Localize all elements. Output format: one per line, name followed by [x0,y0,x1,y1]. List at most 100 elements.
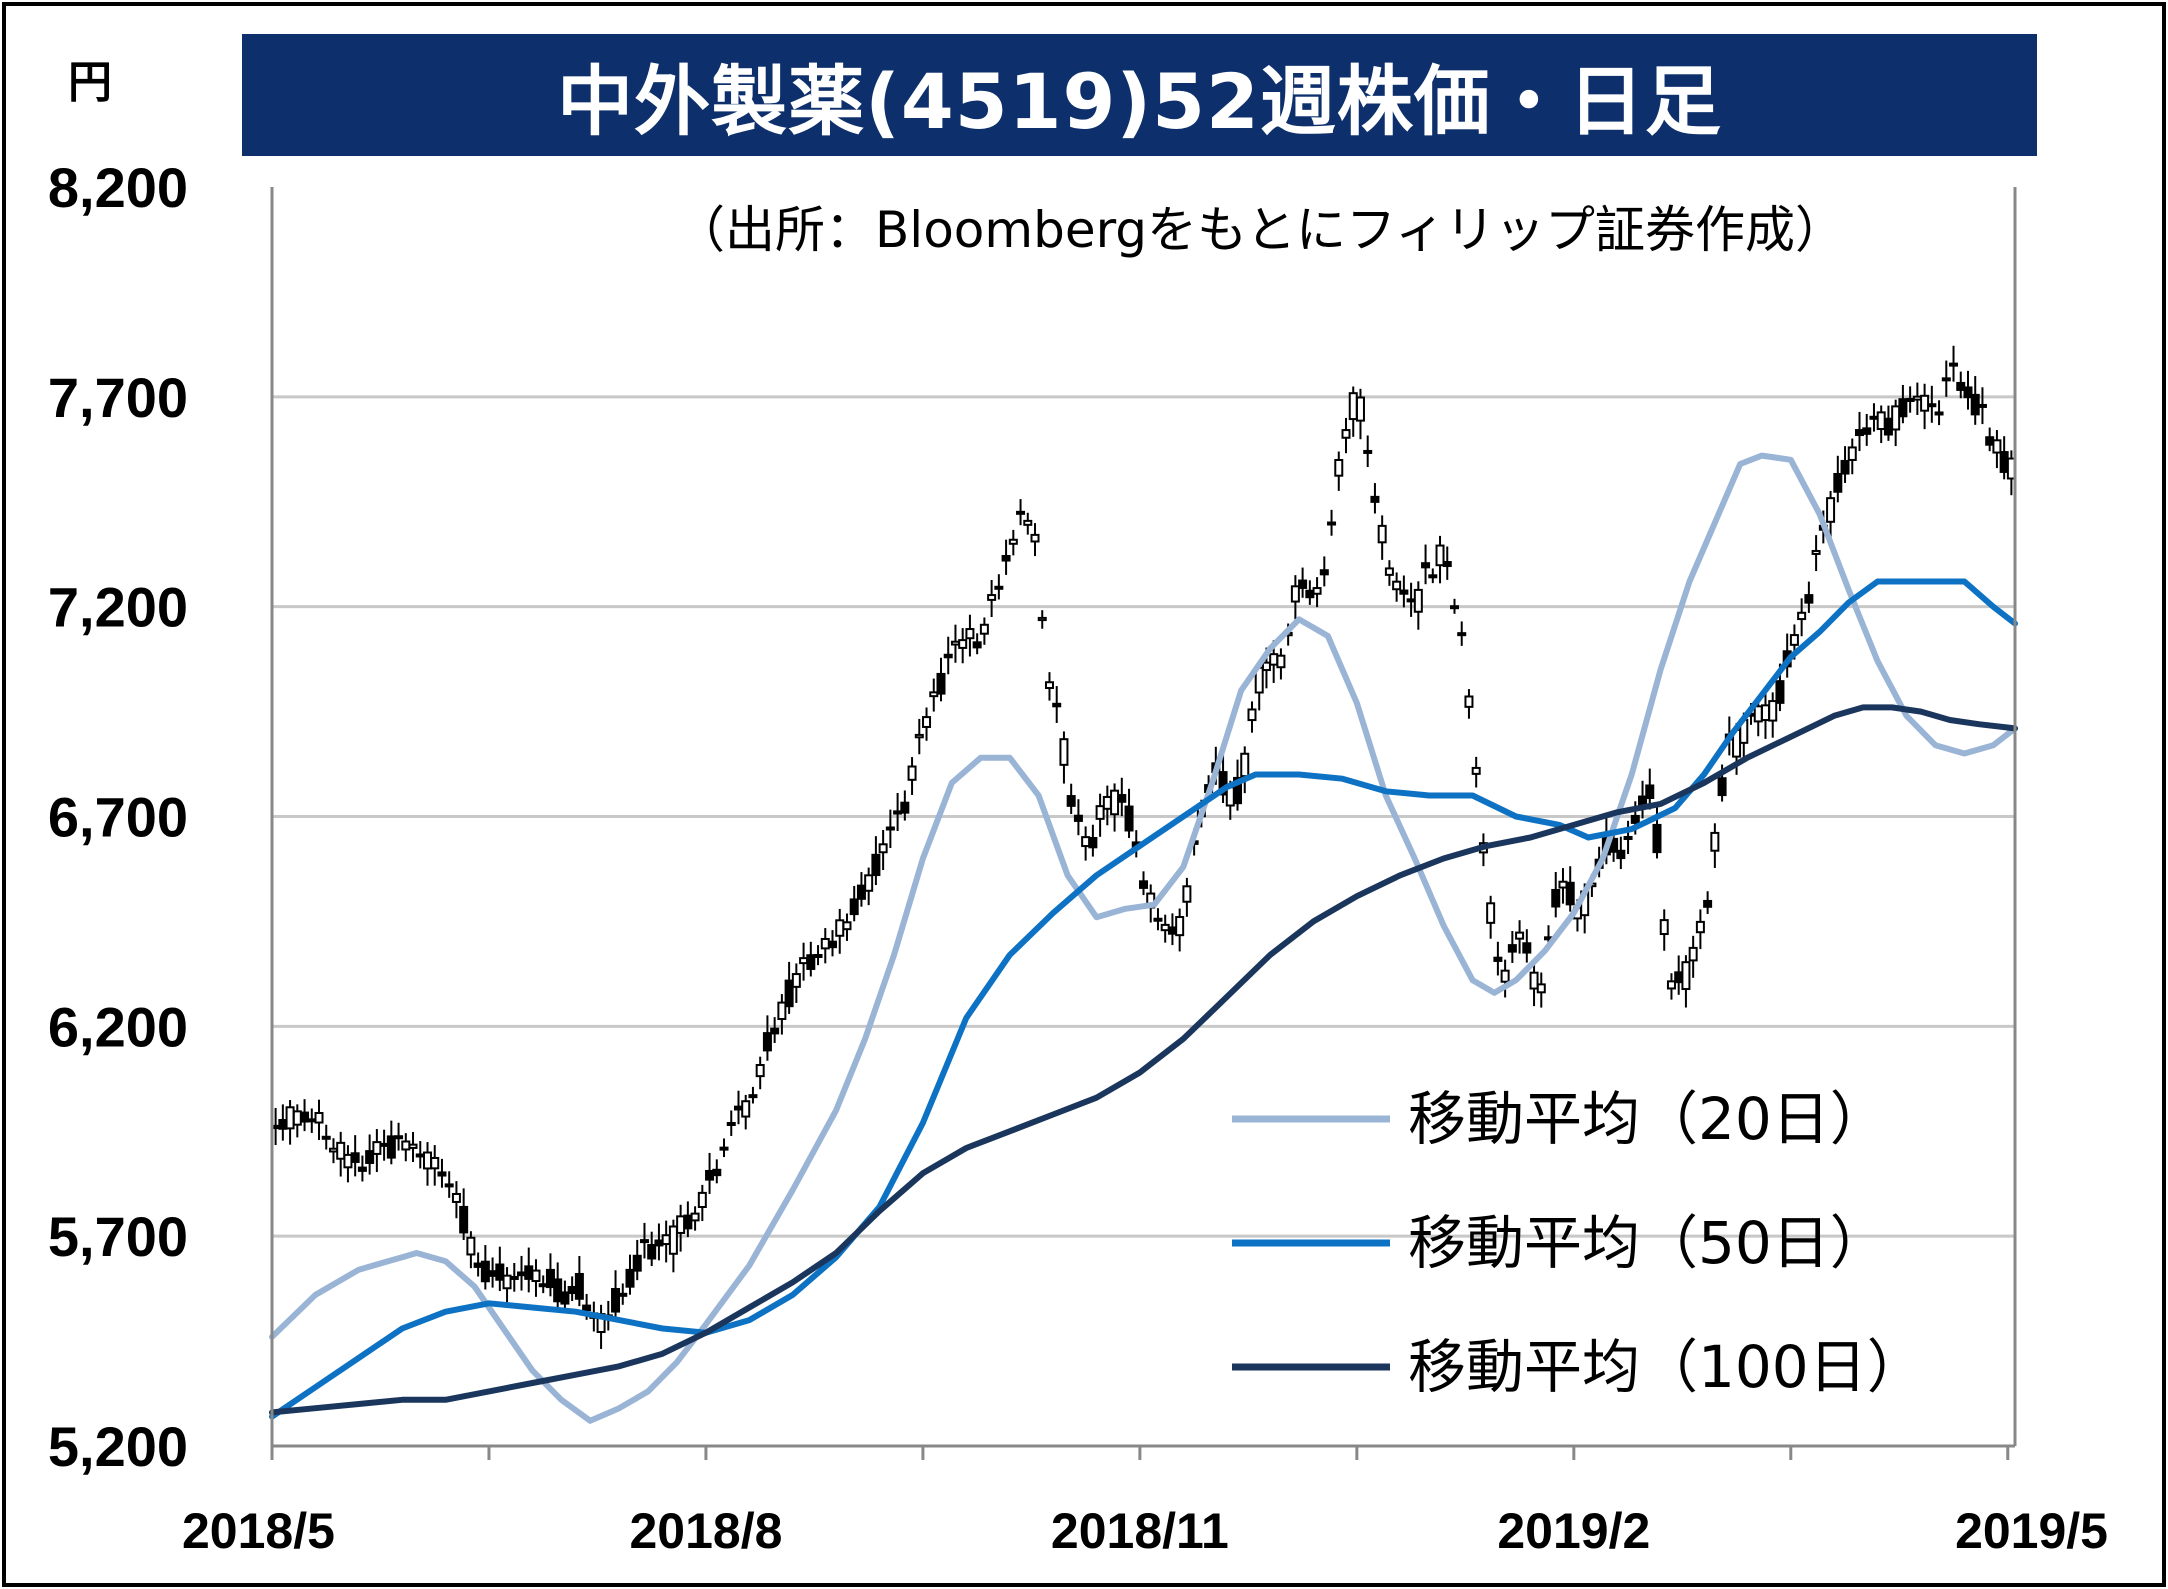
y-tick-label: 5,700 [48,1205,188,1268]
candle-body [1088,836,1098,849]
candle-body [639,1239,649,1244]
legend-label: 移動平均（20日） [1408,1085,1888,1153]
candle-body [929,691,939,698]
candle-body [813,953,823,958]
x-tick-label: 2018/5 [182,1503,335,1559]
candle-body [582,1304,592,1312]
chart-title: 中外製薬(4519)52週株価・日足 [242,34,2037,156]
y-axis-unit-label: 円 [68,57,112,108]
candle-body [574,1272,584,1300]
candle-body [668,1225,678,1255]
candle-body [422,1151,432,1170]
candle-body [1392,580,1402,591]
candle-body [726,1121,736,1126]
candle-body [972,641,982,649]
candle-body [632,1254,642,1272]
candle-body [1920,394,1930,412]
candle-body [654,1239,664,1247]
candle-body [307,1118,317,1123]
candle-body [914,733,924,739]
candle-body [524,1265,534,1280]
candle-body [1240,752,1250,778]
candle-body [1124,805,1134,832]
candle-body [545,1268,555,1289]
candle-body [922,716,932,728]
candle-body [1139,880,1148,889]
candle-body [538,1283,548,1288]
candle-body [820,937,830,950]
candle-body [365,1150,375,1164]
candle-body [459,1205,469,1234]
candle-body [1095,805,1105,820]
candle-body [661,1234,671,1246]
candle-body [1927,403,1937,408]
candle-body [1167,926,1177,935]
source-note: （出所：Bloombergをもとにフィリップ証券作成） [675,201,1845,259]
candle-body [1717,777,1727,797]
x-tick-label: 2018/11 [1051,1503,1229,1559]
candle-body [1471,766,1481,775]
candle-body [965,628,975,640]
candle-body [444,1183,454,1188]
candle-body [1645,784,1655,800]
candle-body [1421,562,1431,569]
candle-body [828,940,838,949]
candle-body [1949,362,1959,367]
candle-body [1001,555,1011,562]
candle-body [618,1292,628,1297]
candle-body [1522,942,1532,954]
candle-body [1457,632,1467,637]
candle-body [1970,393,1980,416]
candle-body [1225,786,1235,807]
y-tick-label: 7,200 [48,576,188,639]
candle-body [856,884,866,900]
candle-body [1493,956,1503,962]
candle-body [509,1275,519,1280]
candle-body [466,1236,476,1256]
candle-body [1695,920,1705,934]
candle-body [1341,429,1351,439]
candle-body [1233,776,1243,805]
candle-body [1435,544,1445,567]
candle-body [1081,836,1091,848]
candle-body [1377,524,1387,544]
candle-body [1992,439,2002,454]
candle-body [1869,415,1879,420]
candle-body [1247,708,1257,722]
candlesticks [271,345,2016,1349]
candle-body [1370,495,1380,503]
candle-body [907,765,917,781]
candle-body [1515,931,1525,940]
candle-body [1348,392,1358,421]
candle-body [1616,849,1626,860]
candle-body [1804,594,1814,604]
candle-body [1847,446,1857,461]
candle-body [1536,983,1546,994]
candle-body [1399,589,1409,595]
candle-body [1500,969,1510,983]
candle-body [1052,702,1062,708]
grid-lines [272,395,2015,1238]
candle-body [1565,881,1575,906]
candle-body [994,585,1004,590]
candle-body [1674,971,1684,984]
candle-body [1428,574,1438,579]
candle-body [401,1140,411,1151]
candle-body [1355,396,1365,422]
candle-body [1985,436,1995,446]
candle-body [1912,395,1922,401]
y-axis-ticks: 8,200 7,700 7,200 6,700 6,200 5,700 5,200 [48,156,188,1478]
x-tick-label: 2019/2 [1497,1503,1650,1559]
candle-body [871,853,881,877]
candle-body [885,826,895,831]
candle-body [1551,888,1561,908]
candle-body [987,594,997,601]
candle-body [950,640,960,646]
candle-body [314,1111,324,1124]
candle-body [1334,459,1344,477]
candle-body [1768,700,1778,722]
candle-body [502,1274,512,1290]
candle-body [1826,497,1836,523]
